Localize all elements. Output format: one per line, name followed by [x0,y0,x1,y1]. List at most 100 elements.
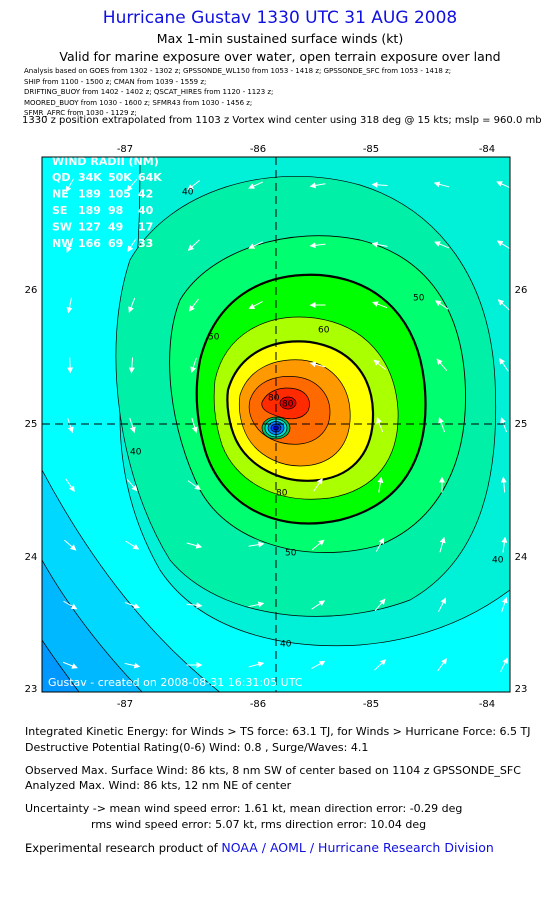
contour-label: 40 [182,188,194,198]
wind-arrow [124,662,141,669]
wind-arrow [187,179,201,191]
wind-arrow [188,298,199,312]
map-frame [41,156,511,693]
wind-arrow [311,600,326,610]
observed: Observed Max. Surface Wind: 86 kts, 8 nm… [25,764,521,777]
wind-arrow [500,476,507,493]
wind-arrow [311,539,325,551]
lon-label-top: -87 [117,144,133,155]
wind-arrow [433,181,450,188]
wind-arrow [248,181,264,189]
wind-arrow [65,478,75,492]
credit: Gustav - created on 2008-08-31 16:31:05 … [48,676,303,689]
eye-contours [261,416,291,440]
wind-arrow [126,479,138,492]
analysis-line: MOORED_BUOY from 1030 - 1600 z; SFMR43 f… [24,98,253,107]
wind-arrow [496,181,510,189]
wind-arrow [439,536,446,553]
analysis-line: SHIP from 1100 - 1500 z; CMAN from 1039 … [24,77,207,86]
wind-arrow [65,178,75,193]
wind-arrow [499,358,509,372]
wind-arrow [191,417,198,434]
wind-arrow [127,238,137,253]
lat-label-left: 25 [25,419,38,430]
wind-arrow [371,241,388,248]
wind-arrow [372,301,388,309]
lat-label-right: 25 [515,419,528,430]
wind-arrow [63,600,78,610]
wind-arrows [62,178,510,672]
wind-arrow [126,178,138,192]
wind-arrow [377,476,384,493]
lat-label-left: 24 [25,552,38,563]
wind-radii-cell: SW [52,221,72,234]
wind-radii-cell: 189 [78,188,101,201]
lon-label-top: -86 [250,144,266,155]
wind-arrow [437,658,447,672]
analysis-line: DRIFTING_BUOY from 1402 - 1402 z; QSCAT_… [24,88,274,97]
lat-label-right: 26 [515,285,528,296]
wind-arrow [129,417,136,434]
wind-arrow [374,598,386,612]
lon-label-bottom: -85 [363,699,379,710]
wind-arrow [248,300,263,310]
contour-label: 80 [282,400,294,410]
lon-label-bottom: -84 [479,699,495,710]
wind-arrow [497,299,510,311]
wind-arrow [373,359,387,371]
contour-labels: 40 40 40 40 50 50 50 60 80 80 80 [130,188,504,650]
product: Experimental research product of NOAA / … [25,840,494,855]
wind-arrow [496,240,510,250]
contour-label: 40 [130,448,142,458]
ike: Integrated Kinetic Energy: for Winds > T… [25,725,531,738]
rating: Destructive Potential Rating(0-6) Wind: … [25,741,369,754]
lon-label-bottom: -87 [117,699,133,710]
lon-label-top: -85 [363,144,379,155]
lon-label-top: -84 [479,144,495,155]
wind-arrow [125,540,140,550]
wind-radii-cell: 40 [138,204,154,217]
contour-label: 50 [285,549,297,559]
wind-arrow [501,596,508,613]
wind-arrow [187,480,201,490]
wind-radii-cell: 69 [108,237,123,250]
lat-label-right: 23 [515,684,528,695]
validity: Valid for marine exposure over water, op… [59,49,501,64]
wind-arrow [67,357,74,374]
product-prefix: Experimental research product of [25,841,218,855]
uncertainty-2: rms wind speed error: 5.07 kt, rms direc… [91,818,427,831]
analysis-line: Analysis based on GOES from 1302 - 1302 … [24,67,452,75]
wind-radii-cell: 189 [78,204,101,217]
product-org: NOAA / AOML / Hurricane Research Divisio… [221,840,494,855]
wind-radii-cell: SE [52,204,67,217]
contour-label: 80 [268,394,280,404]
wind-arrow [501,536,508,553]
wind-arrow [309,361,326,368]
wind-arrow [438,597,446,612]
wind-arrow [66,237,74,253]
wind-arrow [62,661,78,669]
wind-arrow [376,417,384,433]
wind-radii-cell: NW [52,237,73,250]
title: Hurricane Gustav 1330 UTC 31 AUG 2008 [102,8,458,28]
wind-arrow [371,181,388,188]
lon-label-bottom: -86 [250,699,266,710]
wind-arrow [124,601,140,609]
wind-radii-cell: 34K [78,171,102,184]
contour [42,639,80,692]
wind-arrow [190,357,197,374]
lat-label-right: 24 [515,552,528,563]
wind-arrow [309,182,326,189]
wind-radii-cell: 50K [108,171,132,184]
wind-arrow [375,537,385,552]
wind-radii-cell: 127 [78,221,101,234]
wind-arrow [313,477,323,492]
wind-arrow [67,417,74,434]
wind-radii-cell: 64K [138,171,162,184]
wind-radii-cell: 105 [108,188,131,201]
wind-arrow [64,539,77,551]
wind-arrow [248,661,265,668]
contour-label: 60 [318,326,330,336]
wind-arrow [438,417,446,433]
wind-arrow [128,297,136,313]
